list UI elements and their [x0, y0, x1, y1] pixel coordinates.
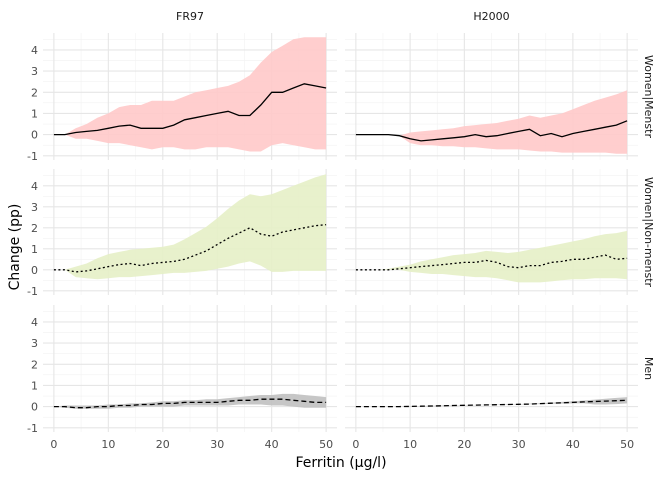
series-line-fr97-men	[53, 398, 327, 409]
series-line-h2000-women-menstr	[355, 120, 628, 142]
confidence-band-fr97-women-non-menstr	[53, 174, 327, 280]
x-tick-label: 10	[101, 438, 115, 451]
panel-h2000-men	[345, 305, 638, 432]
y-tick-label: 2	[31, 86, 38, 99]
strip-label-women-non-menstr: Women|Non-menstr	[642, 177, 655, 288]
y-tick-label: 4	[31, 180, 38, 193]
y-tick-label: -1	[27, 422, 38, 435]
y-tick-label: 2	[31, 222, 38, 235]
x-tick-label: 30	[210, 438, 224, 451]
panels	[43, 33, 638, 432]
strip-label-men: Men	[642, 357, 655, 380]
y-tick-label: -1	[27, 285, 38, 298]
confidence-band-fr97-women-menstr	[53, 37, 327, 152]
x-tick-label: 0	[50, 438, 57, 451]
y-tick-label: 4	[31, 44, 38, 57]
y-tick-label: 2	[31, 358, 38, 371]
y-tick-label: 1	[31, 243, 38, 256]
strip-label-fr97: FR97	[176, 10, 204, 23]
confidence-band-h2000-women-non-menstr	[355, 230, 628, 283]
y-tick-label: 1	[31, 107, 38, 120]
series-line-fr97-women-menstr	[53, 83, 327, 136]
x-tick-label: 20	[457, 438, 471, 451]
series-line-fr97-women-non-menstr	[53, 224, 327, 273]
y-tick-label: 3	[31, 65, 38, 78]
y-axis-title: Change (pp)	[7, 204, 23, 291]
y-tick-label: 0	[31, 401, 38, 414]
y-tick-label: 0	[31, 264, 38, 277]
x-tick-label: 10	[403, 438, 417, 451]
facet-strips: FR97 H2000 Women|Menstr Women|Non-menstr Men	[176, 10, 655, 380]
y-tick-label: 0	[31, 129, 38, 142]
strip-label-women-menstr: Women|Menstr	[642, 55, 655, 138]
x-tick-label: 20	[156, 438, 170, 451]
y-tick-label: 3	[31, 337, 38, 350]
series-line-h2000-women-non-menstr	[355, 254, 628, 271]
confidence-band-h2000-women-menstr	[355, 90, 628, 154]
x-tick-label: 40	[566, 438, 580, 451]
strip-label-h2000: H2000	[473, 10, 509, 23]
x-axis-title: Ferritin (µg/l)	[295, 455, 386, 471]
y-tick-label: 4	[31, 316, 38, 329]
x-tick-label: 50	[620, 438, 634, 451]
x-tick-label: 30	[512, 438, 526, 451]
x-tick-label: 0	[352, 438, 359, 451]
x-tick-label: 50	[319, 438, 333, 451]
series-line-h2000-men	[355, 399, 628, 408]
y-tick-label: 1	[31, 379, 38, 392]
panel-fr97-men	[43, 305, 337, 432]
x-tick-label: 40	[265, 438, 279, 451]
y-tick-label: -1	[27, 150, 38, 163]
y-tick-label: 3	[31, 201, 38, 214]
